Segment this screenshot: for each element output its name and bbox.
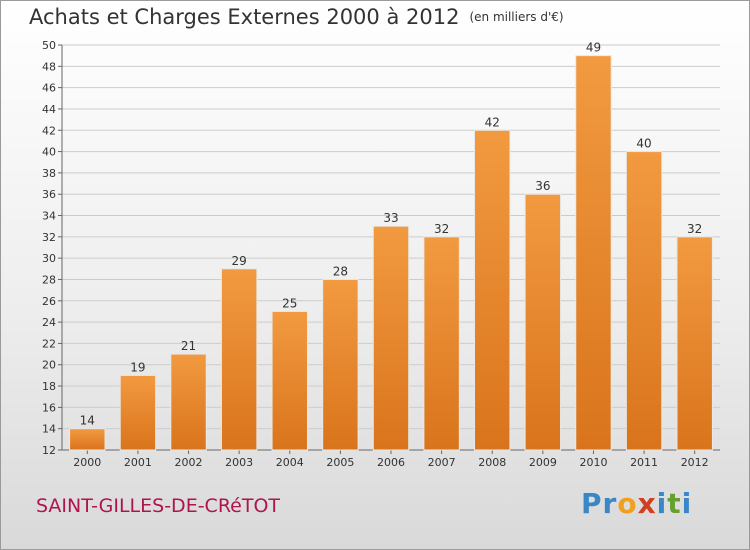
- logo-letter: i: [681, 487, 693, 520]
- bar: [271, 310, 308, 451]
- y-tick-label: 42: [42, 124, 56, 137]
- y-tick-label: 26: [42, 295, 56, 308]
- logo-letter: i: [656, 487, 668, 520]
- bar: [423, 236, 460, 451]
- logo-letter: r: [602, 487, 618, 520]
- bar: [575, 55, 612, 451]
- x-tick-label: 2005: [326, 456, 354, 469]
- x-tick-label: 2000: [73, 456, 101, 469]
- data-label: 29: [232, 254, 247, 268]
- y-tick-label: 16: [42, 401, 56, 414]
- x-tick-label: 2002: [175, 456, 203, 469]
- y-tick-label: 44: [42, 103, 56, 116]
- y-tick-label: 30: [42, 252, 56, 265]
- data-label: 32: [434, 222, 449, 236]
- logo-letter: o: [617, 487, 638, 520]
- y-tick-label: 50: [42, 39, 56, 52]
- commune-name: SAINT-GILLES-DE-CRéTOT: [36, 495, 281, 517]
- y-tick-label: 24: [42, 316, 56, 329]
- x-tick-label: 2008: [478, 456, 506, 469]
- y-tick-label: 12: [42, 444, 56, 457]
- data-label: 42: [485, 115, 500, 129]
- logo-letter: t: [667, 487, 682, 520]
- data-label: 25: [282, 296, 297, 310]
- y-tick-label: 28: [42, 273, 56, 286]
- data-label: 19: [130, 360, 145, 374]
- bars: [69, 55, 713, 451]
- y-tick-label: 36: [42, 188, 56, 201]
- x-tick-label: 2010: [579, 456, 607, 469]
- data-label: 33: [383, 211, 398, 225]
- proxiti-logo: Proxiti: [581, 487, 692, 520]
- data-label: 36: [535, 179, 550, 193]
- data-label: 49: [586, 41, 601, 55]
- x-tick-label: 2004: [276, 456, 304, 469]
- logo-letter: P: [581, 487, 603, 520]
- bar: [524, 193, 562, 451]
- bar: [372, 225, 410, 451]
- y-tick-label: 48: [42, 60, 56, 73]
- labels: 14 19 21 29 25 28 33 32 42 36 49 40 32: [80, 41, 703, 428]
- x-tick-label: 2006: [377, 456, 405, 469]
- y-tick-label: 46: [42, 82, 56, 95]
- y-tick-label: 18: [42, 380, 56, 393]
- x-tick-label: 2003: [225, 456, 253, 469]
- bar: [474, 129, 511, 451]
- y-tick-label: 32: [42, 231, 56, 244]
- x-tick-label: 2009: [529, 456, 557, 469]
- bar: [220, 268, 258, 451]
- y-tick-label: 40: [42, 146, 56, 159]
- bar: [676, 236, 713, 451]
- data-label: 14: [80, 414, 95, 428]
- data-label: 32: [687, 222, 702, 236]
- bar: [119, 374, 157, 451]
- bar: [322, 278, 359, 451]
- bar: [625, 151, 663, 451]
- y-tick-label: 14: [42, 423, 56, 436]
- y-tick-label: 20: [42, 359, 56, 372]
- y-tick-label: 38: [42, 167, 56, 180]
- data-label: 40: [636, 137, 651, 151]
- data-label: 28: [333, 264, 348, 278]
- bar: [69, 428, 106, 451]
- x-tick-label: 2011: [630, 456, 658, 469]
- x-tick-label: 2012: [681, 456, 709, 469]
- x-tick-label: 2007: [428, 456, 456, 469]
- chart-unit: (en milliers d'€): [469, 10, 564, 24]
- data-label: 21: [181, 339, 196, 353]
- y-tick-label: 34: [42, 210, 56, 223]
- y-tick-label: 22: [42, 337, 56, 350]
- logo-letter: x: [637, 487, 657, 520]
- bar: [170, 353, 207, 451]
- chart-title-text: Achats et Charges Externes 2000 à 2012: [29, 5, 460, 29]
- x-tick-label: 2001: [124, 456, 152, 469]
- chart-title: Achats et Charges Externes 2000 à 2012 (e…: [29, 5, 564, 29]
